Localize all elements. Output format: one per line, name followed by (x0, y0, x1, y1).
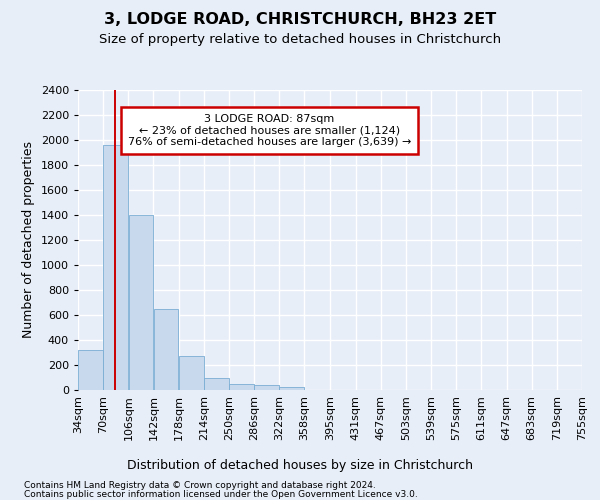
Text: Contains public sector information licensed under the Open Government Licence v3: Contains public sector information licen… (24, 490, 418, 499)
Text: Distribution of detached houses by size in Christchurch: Distribution of detached houses by size … (127, 460, 473, 472)
Bar (103, 145, 128, 390)
Bar (204, 378, 229, 390)
Y-axis label: Number of detached properties: Number of detached properties (22, 142, 35, 338)
Text: Size of property relative to detached houses in Christchurch: Size of property relative to detached ho… (99, 32, 501, 46)
Bar (254, 385, 279, 390)
Bar (280, 387, 304, 390)
Bar (179, 356, 203, 390)
Text: Contains HM Land Registry data © Crown copyright and database right 2024.: Contains HM Land Registry data © Crown c… (24, 481, 376, 490)
Text: 3, LODGE ROAD, CHRISTCHURCH, BH23 2ET: 3, LODGE ROAD, CHRISTCHURCH, BH23 2ET (104, 12, 496, 28)
Bar (154, 310, 178, 390)
Bar (229, 384, 254, 390)
Text: 3 LODGE ROAD: 87sqm
← 23% of detached houses are smaller (1,124)
76% of semi-det: 3 LODGE ROAD: 87sqm ← 23% of detached ho… (128, 114, 411, 147)
Bar (128, 215, 154, 390)
Bar (78, 350, 103, 390)
